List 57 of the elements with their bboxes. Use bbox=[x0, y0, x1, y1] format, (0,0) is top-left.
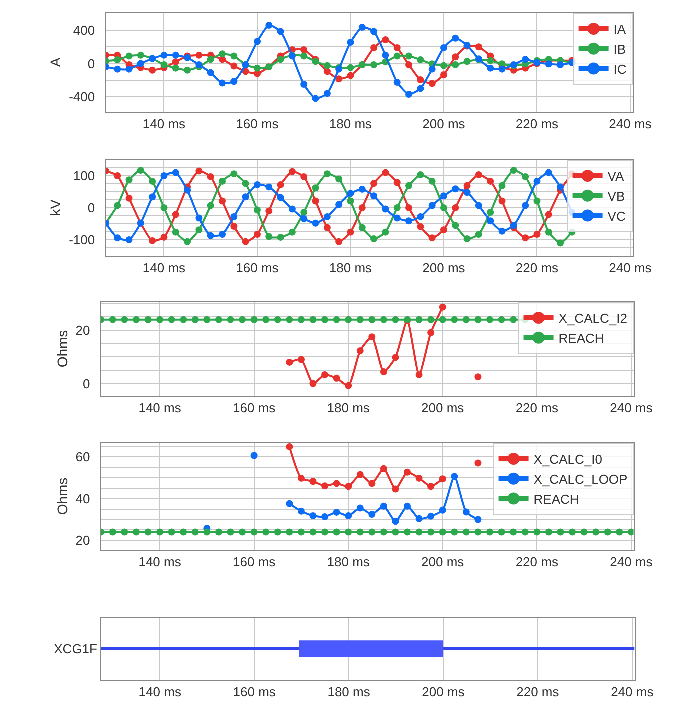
x-tick-label: 160 ms bbox=[236, 260, 280, 276]
x-tick-label: 160 ms bbox=[233, 684, 276, 700]
y-axis-title: Ohms bbox=[54, 330, 70, 368]
legend-label: X_CALC_I0 bbox=[534, 452, 602, 468]
y-tick-label: -100 bbox=[69, 232, 102, 248]
x-tick-label: 240 ms bbox=[610, 400, 654, 416]
x-tick-label: 200 ms bbox=[422, 260, 466, 276]
x-tick-label: 140 ms bbox=[138, 684, 182, 700]
legend-label: VC bbox=[608, 208, 626, 224]
legend-label: IC bbox=[614, 62, 627, 77]
y-tick-label: 0 bbox=[88, 200, 102, 216]
x-tick-label: 160 ms bbox=[236, 116, 280, 132]
y-axis-title: kV bbox=[48, 199, 64, 216]
legend-label: VA bbox=[608, 169, 625, 184]
y-tick-label: -400 bbox=[69, 90, 102, 105]
x-tick-label: 180 ms bbox=[327, 554, 370, 570]
x-tick-label: 140 ms bbox=[138, 400, 182, 416]
legend-label: IA bbox=[614, 22, 626, 38]
y-axis-title: Ohms bbox=[54, 478, 70, 516]
legend-label: X_CALC_LOOP bbox=[534, 472, 628, 487]
y-tick-label: XCG1F bbox=[54, 642, 98, 657]
x-tick-label: 240 ms bbox=[610, 554, 654, 570]
x-tick-label: 200 ms bbox=[422, 400, 465, 416]
x-tick-label: 220 ms bbox=[516, 554, 559, 570]
x-tick-label: 140 ms bbox=[142, 260, 186, 276]
x-tick-label: 160 ms bbox=[232, 554, 276, 570]
legend-label: VB bbox=[608, 188, 626, 204]
y-axis-title: A bbox=[48, 57, 64, 68]
y-tick-label: 400 bbox=[73, 23, 102, 38]
x-tick-label: 180 ms bbox=[327, 400, 370, 416]
x-tick-label: 220 ms bbox=[516, 116, 560, 132]
x-tick-label: 200 ms bbox=[422, 554, 465, 570]
x-tick-label: 220 ms bbox=[516, 400, 559, 416]
x-tick-label: 140 ms bbox=[138, 554, 182, 570]
y-tick-label: 60 bbox=[76, 450, 98, 465]
x-tick-label: 200 ms bbox=[422, 684, 466, 700]
x-tick-label: 180 ms bbox=[328, 684, 371, 700]
y-tick-label: 0 bbox=[83, 376, 98, 392]
y-tick-label: 20 bbox=[76, 533, 98, 548]
legend-label: REACH bbox=[558, 330, 604, 346]
x-tick-label: 180 ms bbox=[329, 260, 373, 276]
x-tick-label: 240 ms bbox=[609, 116, 652, 132]
legend-label: REACH bbox=[534, 492, 580, 507]
x-tick-label: 160 ms bbox=[232, 400, 276, 416]
x-tick-label: 180 ms bbox=[329, 116, 373, 132]
x-tick-label: 200 ms bbox=[422, 116, 466, 132]
y-tick-label: 40 bbox=[76, 491, 98, 506]
x-tick-label: 220 ms bbox=[516, 260, 560, 276]
x-tick-label: 240 ms bbox=[611, 684, 654, 700]
legend-label: IB bbox=[614, 42, 626, 57]
legend-label: X_CALC_I2 bbox=[558, 311, 628, 326]
y-tick-label: 20 bbox=[76, 323, 98, 338]
x-tick-label: 240 ms bbox=[609, 260, 652, 276]
x-tick-label: 220 ms bbox=[516, 684, 560, 700]
y-tick-label: 0 bbox=[88, 56, 102, 72]
x-tick-label: 140 ms bbox=[142, 116, 186, 132]
y-tick-label: 100 bbox=[73, 168, 102, 184]
